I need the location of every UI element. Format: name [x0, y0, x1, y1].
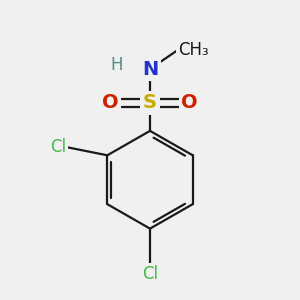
Text: H: H: [110, 56, 122, 74]
Text: Cl: Cl: [142, 266, 158, 284]
Text: O: O: [102, 93, 119, 112]
Text: CH₃: CH₃: [178, 41, 208, 59]
Text: S: S: [143, 93, 157, 112]
Text: O: O: [182, 93, 198, 112]
Text: Cl: Cl: [50, 138, 66, 156]
Text: N: N: [142, 59, 158, 79]
